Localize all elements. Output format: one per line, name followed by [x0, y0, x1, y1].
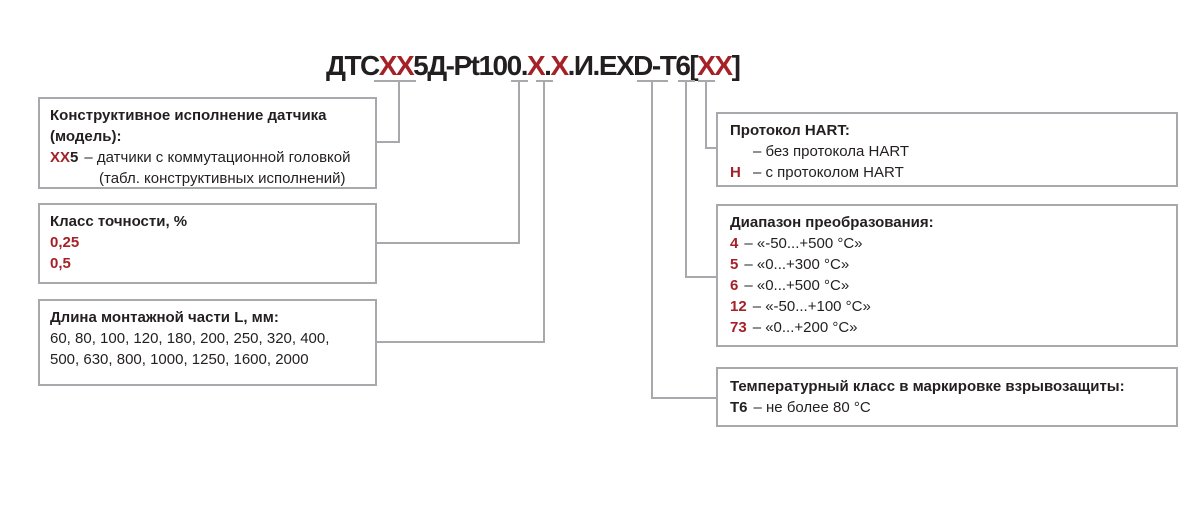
range-item-code: 73 [730, 319, 747, 336]
code-segment: . [544, 50, 552, 81]
design-code-red: XX [50, 149, 71, 166]
box-hart-title: Протокол HART: [730, 122, 850, 139]
range-item-code: 6 [730, 277, 739, 294]
range-item-desc: – «0...+500 °С» [744, 277, 850, 294]
connector-hart-stem [705, 80, 707, 149]
range-item-code: 4 [730, 235, 739, 252]
range-item: 12 – «-50...+100 °С» [730, 296, 1164, 317]
code-segment: .И.EXD-T6[ [567, 50, 699, 81]
range-item-code: 12 [730, 298, 747, 315]
hart-item-desc: – с протоколом HART [753, 164, 904, 181]
code-segment-model: XX [378, 50, 415, 81]
connector-hart-elbow [705, 147, 718, 149]
accuracy-value: 0,5 [50, 255, 71, 272]
box-conversion-range: Диапазон преобразования: 4 – «-50...+500 … [716, 204, 1178, 347]
box-design-item: XX5 – датчики с коммутационной головкой [50, 147, 365, 168]
box-mounting-length: Длина монтажной части L, мм: 60, 80, 100… [38, 299, 377, 386]
design-desc: – датчики с коммутационной головкой [84, 149, 351, 166]
range-item: 73 – «0...+200 °С» [730, 317, 1164, 338]
connector-range-elbow [685, 276, 718, 278]
hart-item: H – с протоколом HART [730, 162, 1164, 183]
accuracy-value: 0,25 [50, 234, 80, 251]
box-design-title-line1: Конструктивное исполнение датчика [50, 107, 327, 124]
box-accuracy-class: Класс точности, % 0,25 0,5 [38, 203, 377, 284]
code-segment: 5Д-Pt100. [413, 50, 528, 81]
code-segment-length: X [550, 50, 569, 81]
box-hart-protocol: Протокол HART: – без протокола HART H – с… [716, 112, 1178, 187]
box-range-title: Диапазон преобразования: [730, 214, 934, 231]
connector-accuracy-elbow [375, 242, 520, 244]
connector-design-elbow [375, 141, 400, 143]
range-item-desc: – «0...+300 °С» [744, 256, 850, 273]
code-segment-accuracy: X [526, 50, 546, 81]
box-length-title: Длина монтажной части L, мм: [50, 309, 279, 326]
box-temperature-class: Температурный класс в маркировке взрывоз… [716, 367, 1178, 427]
connector-design-stem [398, 80, 400, 143]
connector-range-stem [685, 80, 687, 278]
connector-length-elbow [375, 341, 545, 343]
connector-tempclass-stem [651, 80, 653, 399]
range-item-desc: – «0...+200 °С» [752, 319, 858, 336]
code-segment-options: XX [697, 50, 733, 81]
connector-accuracy-stem [518, 80, 520, 244]
hart-item-desc: – без протокола HART [753, 143, 910, 160]
tempclass-code: Т6 [730, 399, 748, 416]
range-item: 5 – «0...+300 °С» [730, 254, 1164, 275]
hart-item: – без протокола HART [730, 141, 1164, 162]
box-design-version: Конструктивное исполнение датчика (модел… [38, 97, 377, 189]
product-code: ДТСXX5Д-Pt100.X.X.И.EXD-T6[XX] [326, 50, 741, 82]
box-design-title-line2: (модель): [50, 128, 122, 145]
connector-length-stem [543, 80, 545, 343]
range-item: 4 – «-50...+500 °С» [730, 233, 1164, 254]
connector-tempclass-elbow [651, 397, 718, 399]
length-values-line2: 500, 630, 800, 1000, 1250, 1600, 2000 [50, 351, 309, 368]
tempclass-desc: – не более 80 °С [753, 399, 871, 416]
design-desc2: (табл. конструктивных исполнений) [99, 170, 346, 187]
box-accuracy-title: Класс точности, % [50, 213, 188, 230]
code-segment: ] [731, 50, 741, 81]
range-item-code: 5 [730, 256, 739, 273]
range-item-desc: – «-50...+100 °С» [752, 298, 871, 315]
code-segment: ДТС [326, 50, 380, 81]
design-code-black: 5 [70, 149, 79, 166]
box-tempclass-title: Температурный класс в маркировке взрывоз… [730, 378, 1125, 395]
connector-design-tickbar [374, 80, 416, 82]
range-item: 6 – «0...+500 °С» [730, 275, 1164, 296]
tempclass-item: Т6 – не более 80 °С [730, 397, 1164, 418]
length-values-line1: 60, 80, 100, 120, 180, 200, 250, 320, 40… [50, 330, 330, 347]
range-item-desc: – «-50...+500 °С» [744, 235, 863, 252]
hart-item-code: H [730, 164, 741, 181]
